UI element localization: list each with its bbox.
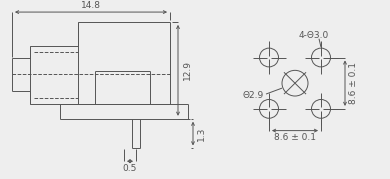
Text: 14.8: 14.8: [81, 1, 101, 10]
Text: Θ2.9: Θ2.9: [243, 91, 264, 100]
Text: 8.6 ± 0.1: 8.6 ± 0.1: [274, 133, 316, 142]
Text: 4-Θ3.0: 4-Θ3.0: [299, 31, 329, 40]
Text: 8.6 ± 0.1: 8.6 ± 0.1: [349, 62, 358, 104]
Text: 0.5: 0.5: [123, 164, 137, 173]
Text: 1.3: 1.3: [197, 126, 206, 141]
Text: 12.9: 12.9: [183, 60, 191, 80]
